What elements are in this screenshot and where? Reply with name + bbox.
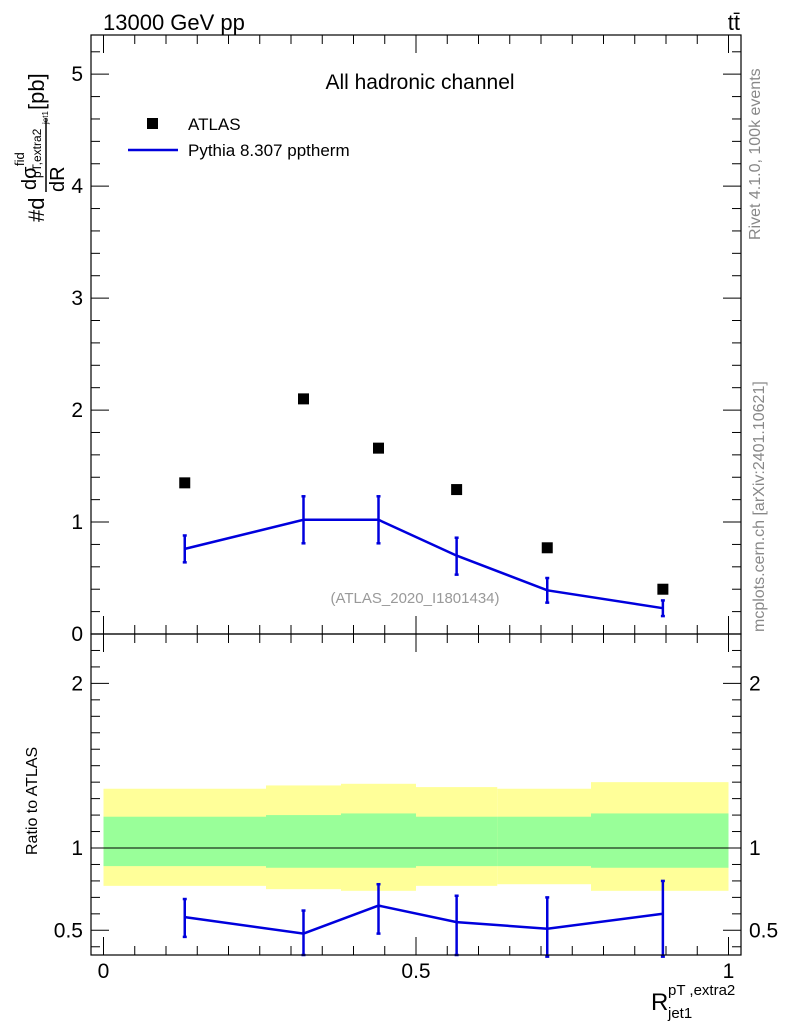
main-title: All hadronic channel [325, 71, 514, 94]
legend: ATLAS Pythia 8.307 pptherm [128, 115, 350, 160]
ratio-panel: 0.5 0.51 12 2 0 0.5 1 Ratio to ATLAS R pT ,ex… [24, 633, 778, 1022]
watermark: (ATLAS_2020_I1801434) [330, 590, 499, 607]
legend-pythia-label: Pythia 8.307 pptherm [188, 141, 350, 160]
xlabel-main: R [651, 989, 668, 1016]
main-atlas-point [657, 583, 669, 595]
ylabel-denominator: dR [47, 166, 69, 192]
ratio-pythia-line [184, 904, 664, 935]
ratio-x-tick-label: 1 [723, 960, 735, 983]
ratio-y-tick-label-left: 1 [71, 837, 83, 860]
ratio-stat-band [266, 815, 341, 868]
main-y-tick-labels: 0 1 2 3 4 5 [71, 63, 83, 646]
ratio-y-tick-labels: 0.5 0.5 1 1 2 2 [54, 672, 778, 942]
ratio-y-tick-label-right: 1 [749, 837, 761, 860]
ylabel-suffix: [pb] [24, 73, 49, 110]
ylabel-numerator: dσ [19, 166, 41, 190]
main-panel: 0 1 2 3 4 5 All hadronic channel (ATLAS_2020_… [12, 34, 742, 646]
ylabel-num-sub-sup: pT,extra2 [30, 128, 44, 178]
mcplots-label: mcplots.cern.ch [arXiv:2401.10621] [751, 381, 768, 632]
ylabel-num-sub-sub: jet1 [41, 111, 50, 125]
ratio-stat-band [103, 816, 266, 867]
legend-atlas-label: ATLAS [188, 115, 241, 134]
xlabel-sub: jet1 [667, 1005, 692, 1022]
rivet-label: Rivet 4.1.0, 100k events [747, 68, 764, 240]
main-y-tick-label: 5 [71, 63, 83, 86]
main-atlas-point [179, 477, 191, 489]
ratio-stat-band [416, 816, 498, 867]
ratio-x-tick-label: 0 [98, 960, 110, 983]
energy-label: 13000 GeV pp [103, 10, 245, 35]
ratio-x-tick-labels: 0 0.5 1 [98, 960, 735, 983]
main-y-tick-label: 2 [71, 399, 83, 422]
ylabel-num-sup: fid [12, 152, 27, 166]
legend-atlas-marker [147, 118, 158, 129]
main-atlas-point [451, 484, 463, 496]
main-pythia-line [184, 518, 664, 610]
ratio-stat-band [591, 813, 729, 868]
ratio-frame [90, 633, 742, 956]
ylabel-prefix: #d [24, 198, 49, 222]
ratio-bands [91, 782, 741, 891]
ratio-stat-band [497, 816, 591, 867]
ratio-marks [182, 879, 665, 958]
main-marks [179, 393, 669, 618]
xlabel-sup: pT ,extra2 [668, 982, 735, 999]
main-y-tick-label: 3 [71, 287, 83, 310]
ratio-y-tick-label-right: 0.5 [749, 919, 778, 942]
ratio-y-tick-label-right: 2 [749, 672, 761, 695]
ratio-y-tick-label-left: 2 [71, 672, 83, 695]
main-atlas-point [298, 393, 309, 405]
main-atlas-point [373, 442, 384, 454]
main-y-tick-label: 0 [71, 623, 83, 646]
ratio-stat-band [341, 813, 416, 868]
ratio-y-tick-label-left: 0.5 [54, 919, 83, 942]
main-y-tick-label: 1 [71, 511, 83, 534]
main-y-axis-label: #d dσ fid pT,extra2 jet1 dR [pb] [12, 73, 69, 222]
ratio-x-axis-label: R pT ,extra2 jet1 [651, 982, 735, 1022]
ratio-y-axis-label: Ratio to ATLAS [24, 747, 41, 855]
ratio-x-tick-label: 0.5 [401, 960, 430, 983]
process-label: tt̄ [728, 10, 740, 35]
main-y-tick-label: 4 [71, 175, 83, 198]
main-atlas-point [541, 542, 553, 554]
